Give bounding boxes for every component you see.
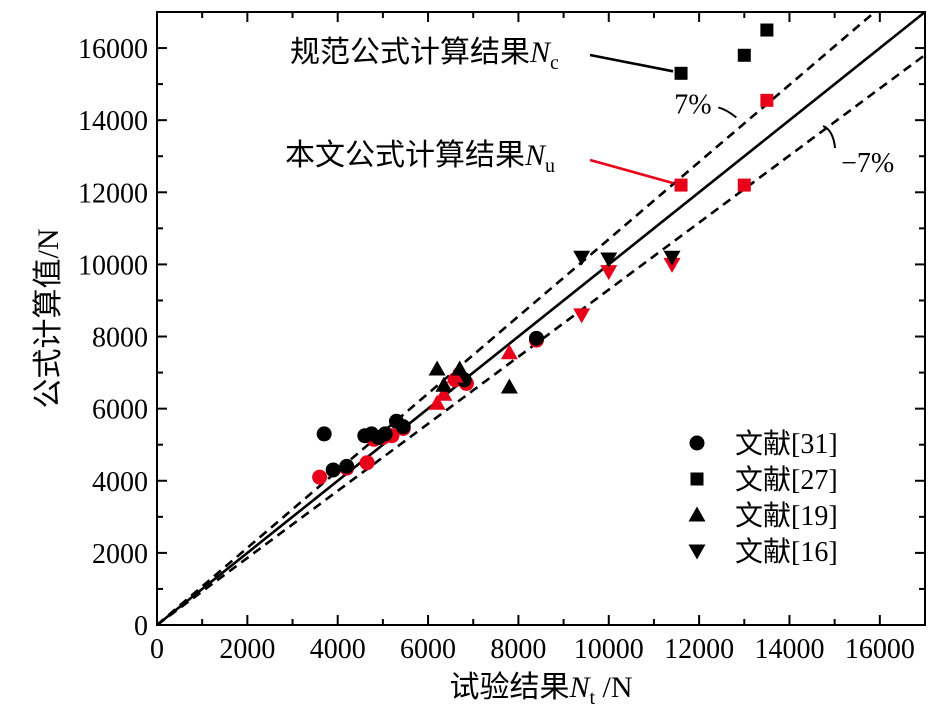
point-code-triangle-up — [500, 378, 518, 394]
point-code-circle — [316, 426, 332, 442]
point-code-circle — [339, 458, 355, 474]
x-tick-label: 2000 — [219, 634, 275, 665]
x-tick-label: 4000 — [310, 634, 366, 665]
point-code-square — [737, 48, 751, 62]
x-tick-label: 14000 — [754, 634, 824, 665]
point-proposed-circle — [312, 469, 328, 485]
x-tick-label: 8000 — [490, 634, 546, 665]
point-proposed-triangle-down — [573, 308, 591, 324]
ref-label-leader — [718, 106, 737, 119]
y-tick-label: 0 — [134, 611, 148, 642]
point-code-triangle-up — [435, 376, 453, 392]
annotation-leader — [589, 158, 674, 185]
point-proposed-square — [674, 178, 688, 192]
point-code-triangle-down — [573, 250, 591, 266]
annotation-label: 本文公式计算结果Nu — [285, 139, 555, 177]
legend-label: 文献[19] — [735, 500, 838, 532]
legend-marker-circle — [689, 435, 705, 451]
point-code-triangle-down — [663, 250, 681, 266]
y-axis-label: 公式计算值/N — [32, 229, 65, 409]
point-proposed-square — [760, 93, 774, 107]
y-tick-label: 2000 — [92, 539, 148, 570]
annotation-label: 规范公式计算结果Nc — [290, 36, 559, 74]
point-proposed-triangle-up — [500, 344, 518, 360]
point-proposed-triangle-up — [428, 394, 446, 410]
point-code-circle — [377, 426, 393, 442]
point-code-square — [760, 23, 774, 37]
y-tick-label: 10000 — [78, 250, 148, 281]
ref-label-leader — [822, 125, 837, 149]
x-tick-label: 0 — [150, 634, 164, 665]
legend-label: 文献[31] — [735, 428, 838, 460]
annotation-leader — [589, 53, 674, 73]
legend-marker-square — [690, 472, 704, 486]
x-tick-label: 10000 — [574, 634, 644, 665]
x-tick-label: 16000 — [845, 634, 915, 665]
ref-label: −7% — [841, 148, 894, 179]
legend-label: 文献[27] — [735, 464, 838, 496]
y-tick-label: 8000 — [92, 323, 148, 354]
legend: 文献[31] 文献[27] 文献[19] 文献[16] — [688, 428, 838, 568]
axis-ticks: 0 2000 4000 6000 8000 10000 12000 14000 16000 0 20… — [78, 12, 925, 665]
y-tick-label: 16000 — [78, 34, 148, 65]
legend-label: 文献[16] — [735, 536, 838, 568]
point-code-circle — [325, 462, 341, 478]
point-code-triangle-down — [600, 252, 618, 268]
y-tick-label: 14000 — [78, 106, 148, 137]
y-tick-label: 4000 — [92, 467, 148, 498]
ref-line-+7% — [157, 12, 877, 625]
y-tick-label: 6000 — [92, 395, 148, 426]
point-code-triangle-up — [428, 360, 446, 376]
y-tick-label: 12000 — [78, 178, 148, 209]
point-proposed-square — [737, 178, 751, 192]
x-tick-label: 6000 — [400, 634, 456, 665]
x-axis-label: 试验结果Nt /N — [449, 671, 632, 706]
annotations: 规范公式计算结果Nc 本文公式计算结果Nu — [285, 36, 674, 185]
reference-lines: 7% −7% — [157, 12, 925, 625]
data-markers — [312, 23, 774, 485]
plot-frame — [156, 11, 926, 626]
x-tick-label: 12000 — [664, 634, 734, 665]
ref-label: 7% — [674, 89, 711, 120]
point-code-circle — [528, 330, 544, 346]
legend-marker-triangle-down — [688, 544, 706, 560]
point-code-square — [674, 66, 688, 80]
ref-line-y=x — [157, 12, 925, 625]
point-code-circle — [456, 372, 472, 388]
legend-marker-triangle-up — [688, 506, 706, 522]
point-code-circle — [395, 419, 411, 435]
point-code-triangle-up — [451, 360, 469, 376]
point-proposed-circle — [359, 455, 375, 471]
point-proposed-triangle-up — [435, 385, 453, 401]
point-proposed-triangle-down — [600, 265, 618, 281]
ref-line--7% — [157, 53, 925, 625]
